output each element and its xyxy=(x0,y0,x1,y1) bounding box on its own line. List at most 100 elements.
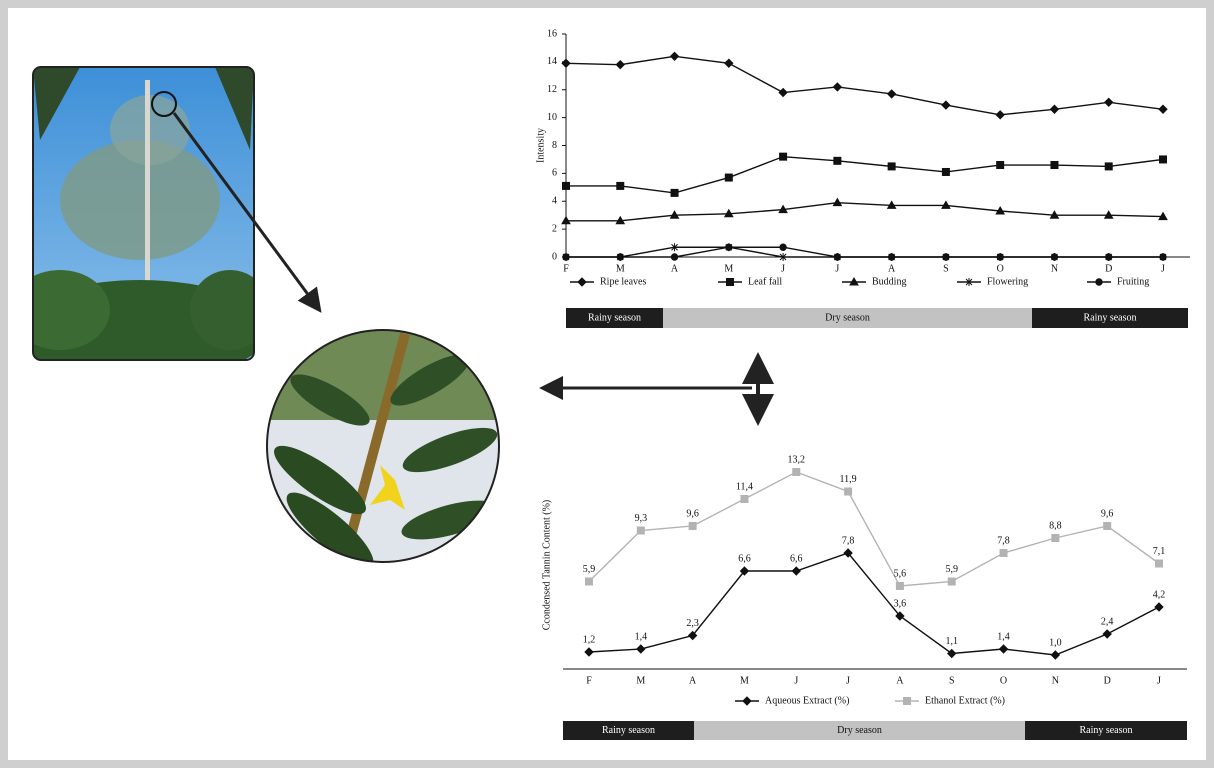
x-tick-label: N xyxy=(1051,263,1058,274)
marker xyxy=(1160,156,1167,163)
data-label: 1,4 xyxy=(997,631,1010,642)
marker xyxy=(888,163,895,170)
legend-label: Budding xyxy=(872,276,906,287)
x-tick-label: A xyxy=(671,263,679,274)
marker xyxy=(948,578,955,585)
season-label: Dry season xyxy=(825,312,870,323)
data-label: 9,6 xyxy=(1101,508,1114,519)
x-tick-label: M xyxy=(740,675,749,686)
season-label: Dry season xyxy=(837,725,882,736)
x-tick-label: J xyxy=(846,675,850,686)
marker xyxy=(617,254,623,260)
x-tick-label: M xyxy=(636,675,645,686)
data-label: 13,2 xyxy=(788,454,806,465)
y-tick-label: 12 xyxy=(547,84,557,95)
marker xyxy=(834,254,840,260)
y-tick-label: 16 xyxy=(547,28,557,39)
data-label: 1,2 xyxy=(583,634,596,645)
data-label: 5,6 xyxy=(894,568,907,579)
marker xyxy=(780,244,786,250)
data-label: 7,8 xyxy=(842,535,855,546)
x-tick-label: D xyxy=(1105,263,1112,274)
marker xyxy=(942,168,949,175)
tree-photo xyxy=(10,67,270,380)
legend-label: Flowering xyxy=(987,276,1028,287)
marker xyxy=(997,254,1003,260)
data-label: 5,9 xyxy=(583,564,596,575)
season-label: Rainy season xyxy=(1083,312,1136,323)
y-tick-label: 8 xyxy=(552,140,557,151)
marker xyxy=(689,523,696,530)
marker xyxy=(563,182,570,189)
data-label: 4,2 xyxy=(1153,589,1166,600)
x-tick-label: O xyxy=(1000,675,1007,686)
x-tick-label: F xyxy=(586,675,592,686)
x-tick-label: J xyxy=(1157,675,1161,686)
marker xyxy=(726,244,732,250)
legend-marker xyxy=(727,279,734,286)
marker xyxy=(637,527,644,534)
data-label: 7,1 xyxy=(1153,546,1166,557)
marker xyxy=(845,488,852,495)
legend-marker xyxy=(1096,279,1102,285)
marker xyxy=(586,578,593,585)
season-label: Rainy season xyxy=(588,312,641,323)
marker xyxy=(896,583,903,590)
marker xyxy=(671,254,677,260)
marker xyxy=(888,254,894,260)
marker xyxy=(793,469,800,476)
legend-label: Ripe leaves xyxy=(600,276,646,287)
data-label: 6,6 xyxy=(738,553,751,564)
x-tick-label: M xyxy=(724,263,733,274)
marker xyxy=(1106,254,1112,260)
marker xyxy=(780,153,787,160)
marker xyxy=(563,254,569,260)
marker xyxy=(1156,560,1163,567)
marker xyxy=(671,189,678,196)
x-tick-label: N xyxy=(1052,675,1059,686)
legend-label: Ethanol Extract (%) xyxy=(925,695,1005,706)
x-tick-label: S xyxy=(943,263,949,274)
marker xyxy=(1052,535,1059,542)
x-tick-label: S xyxy=(949,675,955,686)
data-label: 2,4 xyxy=(1101,616,1114,627)
data-label: 8,8 xyxy=(1049,520,1062,531)
data-label: 9,6 xyxy=(686,508,699,519)
y-tick-label: 6 xyxy=(552,168,557,179)
x-tick-label: A xyxy=(888,263,896,274)
data-label: 1,1 xyxy=(945,636,958,647)
marker xyxy=(943,254,949,260)
marker xyxy=(617,182,624,189)
season-label: Rainy season xyxy=(1079,725,1132,736)
legend-marker xyxy=(904,698,911,705)
data-label: 9,3 xyxy=(635,513,648,524)
data-label: 6,6 xyxy=(790,553,803,564)
figure: 0 2 4 6 8 10 12 14 16 F M A M J J A S O N D J Intensity Ripe l… xyxy=(0,0,1214,768)
x-tick-label: J xyxy=(835,263,839,274)
y-tick-label: 2 xyxy=(552,223,557,234)
x-tick-label: O xyxy=(997,263,1004,274)
y-tick-label: 14 xyxy=(547,56,557,67)
data-label: 11,9 xyxy=(840,474,857,485)
marker xyxy=(1105,163,1112,170)
legend-label: Fruiting xyxy=(1117,276,1149,287)
data-label: 3,6 xyxy=(894,598,907,609)
data-label: 7,8 xyxy=(997,535,1010,546)
data-label: 1,4 xyxy=(635,631,648,642)
x-tick-label: D xyxy=(1104,675,1111,686)
x-tick-label: F xyxy=(563,263,569,274)
data-label: 1,0 xyxy=(1049,637,1062,648)
marker xyxy=(997,162,1004,169)
y-tick-label: 0 xyxy=(552,251,557,262)
legend-label: Leaf fall xyxy=(748,276,782,287)
legend-label: Aqueous Extract (%) xyxy=(765,695,849,706)
x-tick-label: J xyxy=(781,263,785,274)
y-axis-label: Intensity xyxy=(535,128,546,163)
data-label: 11,4 xyxy=(736,481,753,492)
y-tick-label: 4 xyxy=(552,196,557,207)
y-tick-label: 10 xyxy=(547,112,557,123)
marker xyxy=(1051,162,1058,169)
y-axis-label: Ccondensed Tannin Content (%) xyxy=(541,500,552,630)
x-tick-label: A xyxy=(896,675,904,686)
marker xyxy=(1104,523,1111,530)
